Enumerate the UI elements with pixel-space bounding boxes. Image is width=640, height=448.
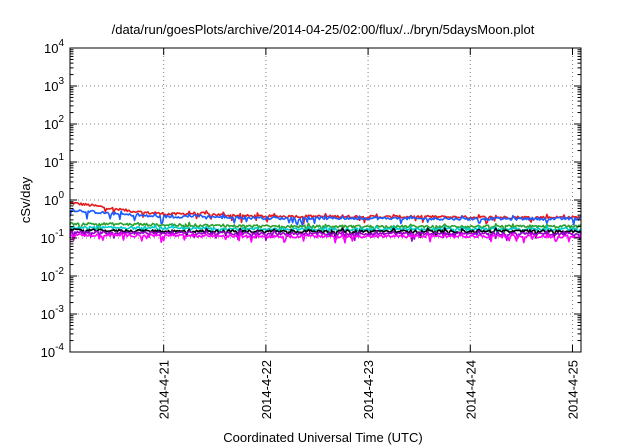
y-tick-label: 101 [44,152,64,170]
x-tick-label: 2014-4-21 [157,360,172,419]
chart-title: /data/run/goesPlots/archive/2014-04-25/0… [112,22,535,37]
y-axis-label: cSv/day [18,176,33,223]
series-line-5 [69,227,582,239]
grid-layer [70,48,581,352]
y-tick-label: 102 [44,114,64,132]
y-tick-label: 103 [44,76,64,94]
series-line-2 [69,208,582,227]
y-tick-label: 10-1 [41,228,65,246]
x-tick-label: 2014-4-25 [565,360,580,419]
y-tick-label: 10-2 [41,266,65,284]
series-line-4 [69,224,582,238]
y-tick-label: 10-3 [41,304,65,322]
x-tick-label: 2014-4-23 [361,360,376,419]
x-tick-label: 2014-4-24 [463,360,478,419]
y-tick-label: 10-4 [41,342,65,360]
x-axis-label: Coordinated Universal Time (UTC) [223,430,422,445]
series-line-7 [69,232,582,244]
axes-layer: 10-4 10-3 10-2 10-1 100 101 102 103 104 2014-4-21… [41,38,582,419]
y-tick-label: 100 [44,190,64,208]
series-layer [69,201,582,244]
y-tick-label: 104 [44,38,64,56]
series-line-1 [69,201,582,225]
x-tick-label: 2014-4-22 [259,360,274,419]
